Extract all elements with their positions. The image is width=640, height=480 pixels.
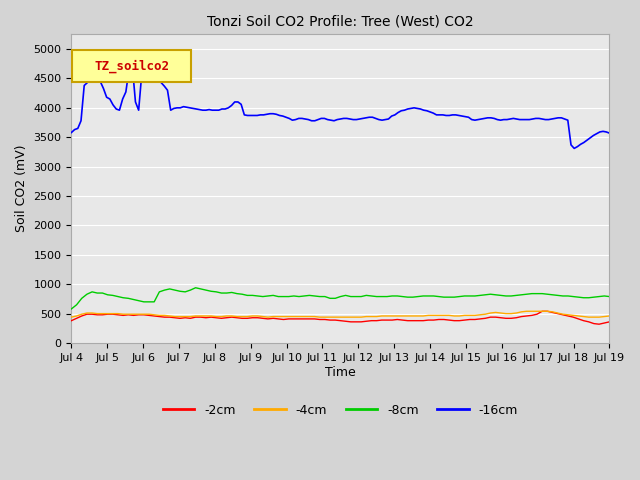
FancyBboxPatch shape	[72, 50, 191, 82]
Legend: -2cm, -4cm, -8cm, -16cm: -2cm, -4cm, -8cm, -16cm	[158, 399, 523, 421]
X-axis label: Time: Time	[325, 365, 356, 379]
Title: Tonzi Soil CO2 Profile: Tree (West) CO2: Tonzi Soil CO2 Profile: Tree (West) CO2	[207, 15, 474, 29]
Text: TZ_soilco2: TZ_soilco2	[94, 60, 169, 73]
Y-axis label: Soil CO2 (mV): Soil CO2 (mV)	[15, 145, 28, 232]
